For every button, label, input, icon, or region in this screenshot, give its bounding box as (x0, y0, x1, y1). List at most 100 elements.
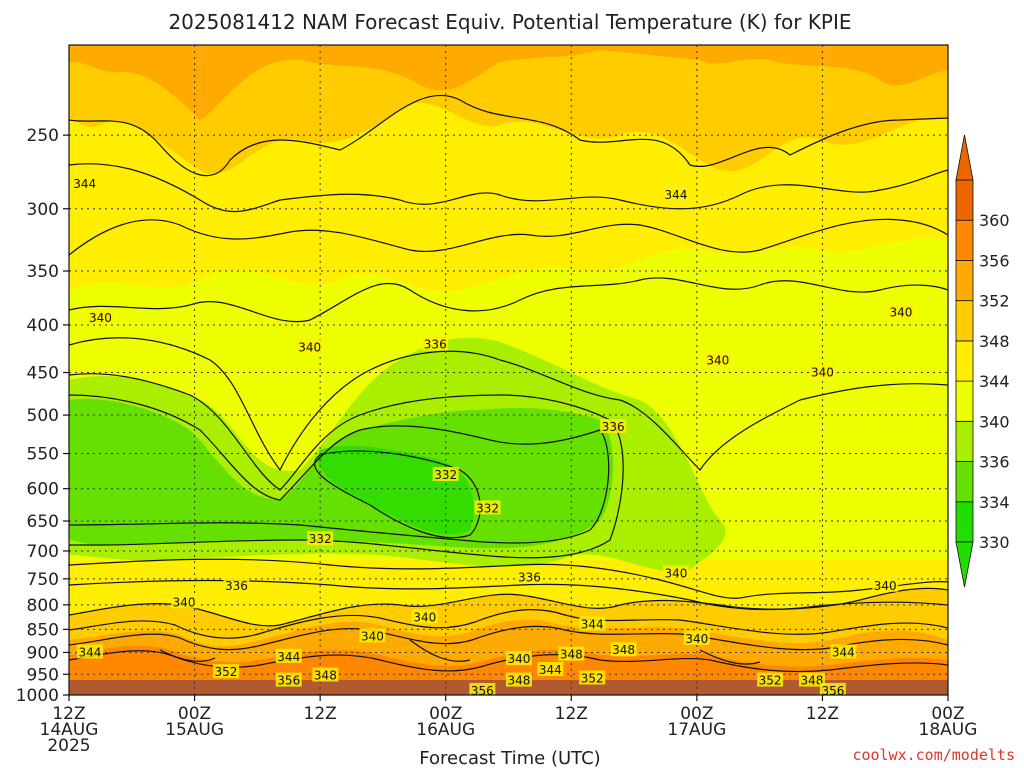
contour-label: 348 (508, 674, 531, 688)
field-band-upper-hot (69, 45, 948, 120)
contour-line (69, 218, 948, 256)
colorbar-segment (955, 260, 974, 302)
x-tick-label: 2025 (47, 736, 90, 756)
contour-line (69, 277, 948, 323)
contour-label: 332 (309, 532, 332, 546)
contour-label: 344 (78, 645, 101, 659)
contour-label-bg (819, 682, 846, 695)
x-tick-label: 18AUG (919, 720, 978, 740)
colorbar-label: 360 (979, 211, 1010, 230)
y-tick-label: 750 (27, 570, 59, 590)
contour-label-bg (307, 531, 334, 546)
contour-label: 340 (874, 579, 897, 593)
contour-label-bg (71, 175, 98, 190)
contour-label-bg (469, 682, 496, 695)
contour-label: 348 (560, 648, 583, 662)
colorbar-label: 334 (979, 493, 1010, 512)
contour-label: 352 (215, 665, 238, 679)
colorbar-label: 330 (979, 533, 1010, 552)
field-band-lower-yellow (69, 560, 948, 607)
x-tick-label: 12Z (52, 704, 85, 724)
contour-label: 336 (602, 420, 625, 434)
x-tick-label: 15AUG (165, 720, 224, 740)
plot-frame (68, 44, 949, 696)
contour-label-bg (872, 577, 899, 592)
colorbar-segment (955, 501, 974, 543)
contour-labels: 344 344 340 340 336 340 340 340 336 332 332 332 336 3… (71, 175, 914, 698)
y-tick-label: 1000 (16, 686, 59, 706)
contour-line (69, 650, 948, 673)
contour-label-bg (296, 339, 323, 354)
contour-label-bg (579, 670, 606, 685)
colorbar-segment (955, 219, 974, 261)
colorbar-segment (955, 380, 974, 422)
x-tick-label: 12Z (555, 704, 588, 724)
contour-label: 344 (832, 645, 855, 659)
contour-label: 344 (73, 177, 96, 191)
y-tick-label: 850 (27, 620, 59, 640)
contour-label: 340 (664, 566, 687, 580)
y-tick-label: 300 (27, 200, 59, 220)
y-tick-label: 400 (27, 316, 59, 336)
credit-text: coolwx.com/modelts (852, 746, 1015, 764)
contour-label: 348 (612, 643, 635, 657)
contour-label: 340 (811, 366, 834, 380)
contour-label-bg (223, 577, 250, 592)
x-tick-label: 12Z (806, 704, 839, 724)
y-tick-label: 450 (27, 364, 59, 384)
colorbar-label: 352 (979, 292, 1010, 311)
colorbar-label: 336 (979, 453, 1010, 472)
contour-label-bg (275, 648, 302, 663)
contour-label: 348 (314, 669, 337, 683)
colorbar-segment (955, 340, 974, 382)
contour-label-bg (505, 651, 532, 666)
contour-label-bg (474, 500, 501, 515)
contour-label-bg (704, 352, 731, 367)
contour-label-bg (422, 336, 449, 351)
contour-label-bg (411, 609, 438, 624)
contour-label-bg (212, 664, 239, 679)
y-tick-label: 950 (27, 665, 59, 685)
contour-label-bg (830, 644, 857, 659)
contour-label: 344 (581, 618, 604, 632)
x-tick-label: 00Z (931, 704, 964, 724)
contour-label: 340 (361, 629, 384, 643)
contour-label-bg (887, 304, 914, 319)
contour-line (69, 337, 948, 472)
y-tick-label: 650 (27, 512, 59, 532)
x-tick-label: 16AUG (416, 720, 475, 740)
contour-line (69, 587, 948, 627)
y-tick-label: 800 (27, 596, 59, 616)
contour-label-bg (87, 309, 114, 324)
contour-label-bg (432, 467, 459, 482)
colorbar-segment (955, 420, 974, 462)
contour-label: 340 (685, 632, 708, 646)
contour-label-bg (809, 364, 836, 379)
x-tick-label: 00Z (178, 704, 211, 724)
contour-label-bg (505, 672, 532, 687)
contour-line (69, 94, 948, 177)
y-tick-label: 700 (27, 542, 59, 562)
colorbar-segment (955, 179, 974, 221)
contour-label: 348 (801, 674, 824, 688)
contour-label-bg (798, 672, 825, 687)
contour-label-bg (312, 667, 339, 682)
contour-label-bg (579, 616, 606, 631)
contour-label: 340 (889, 306, 912, 320)
contour-line (69, 394, 610, 544)
contour-label-bg (76, 644, 103, 659)
contour-label-bg (516, 569, 543, 584)
contour-label: 344 (539, 663, 562, 677)
x-tick-label: 17AUG (667, 720, 726, 740)
colorbar-label: 340 (979, 412, 1010, 431)
colorbar-label: 344 (979, 372, 1010, 391)
y-tick-label: 250 (27, 126, 59, 146)
contour-lines (69, 94, 948, 673)
colorbar-label: 356 (979, 251, 1010, 270)
contour-label: 356 (471, 684, 494, 698)
y-tick-label: 550 (27, 445, 59, 465)
contour-label: 332 (434, 468, 457, 482)
contour-label-bg (610, 642, 637, 657)
colorbar-label: 348 (979, 332, 1010, 351)
